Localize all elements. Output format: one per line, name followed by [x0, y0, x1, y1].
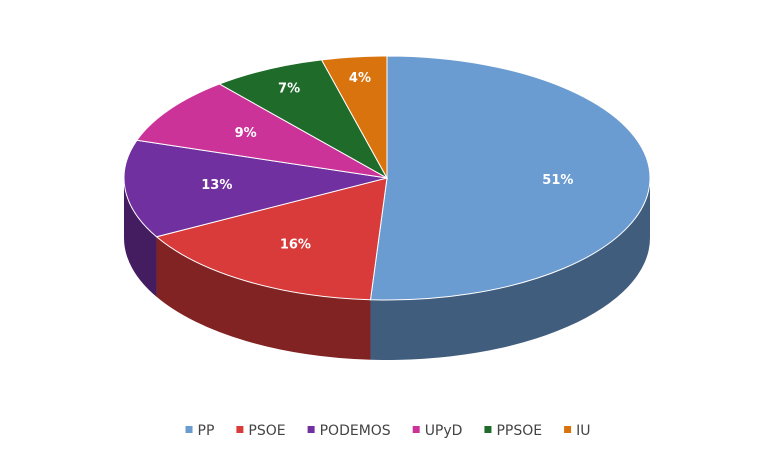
- pie-side: [124, 178, 157, 297]
- legend-label: PODEMOS: [320, 423, 391, 439]
- pie-slice: [135, 83, 388, 179]
- legend-label: UPyD: [425, 423, 463, 439]
- pie-side: [370, 178, 650, 360]
- legend-marker: [484, 426, 492, 433]
- legend-marker: [564, 426, 572, 433]
- legend-label: PP: [198, 423, 215, 439]
- pie-slice: [123, 139, 388, 238]
- pie-slice: [218, 59, 389, 180]
- pie-slice: [320, 55, 388, 180]
- legend-marker: [185, 426, 193, 433]
- value-label: 13%: [201, 178, 232, 193]
- legend-marker: [307, 426, 315, 433]
- legend-label: IU: [576, 423, 590, 439]
- value-label: 16%: [280, 237, 311, 252]
- pie-slice: [369, 55, 651, 301]
- value-label: 51%: [542, 173, 573, 188]
- legend-label: PSOE: [248, 423, 285, 439]
- legend-marker: [236, 426, 244, 433]
- legend-marker: [412, 426, 420, 433]
- value-label: 4%: [349, 71, 371, 86]
- legend-label: PPSOE: [496, 423, 542, 439]
- pie-side: [156, 236, 371, 360]
- value-label: 7%: [278, 81, 300, 96]
- value-label: 9%: [235, 126, 257, 141]
- pie-slice: [155, 177, 388, 301]
